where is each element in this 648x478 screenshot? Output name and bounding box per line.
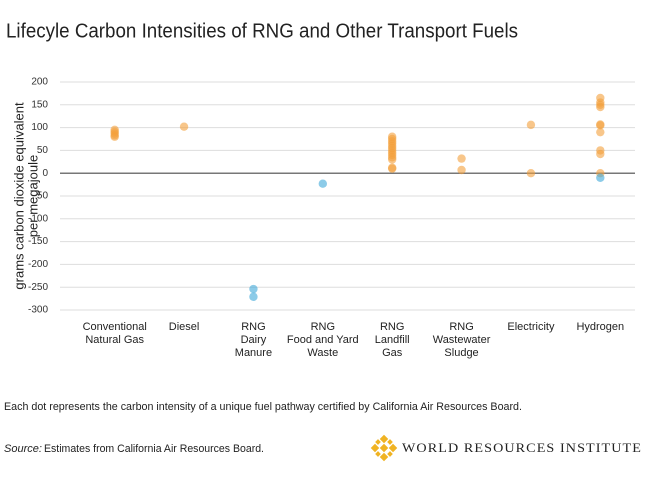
dot [457, 154, 466, 163]
x-tick-label: Electricity [507, 321, 555, 333]
dot [596, 102, 605, 112]
x-tick-label: Dairy [241, 334, 267, 346]
y-tick-label: 50 [37, 145, 49, 156]
dot [596, 149, 605, 159]
x-tick-label: RNG [449, 321, 473, 333]
dot [596, 127, 605, 137]
x-tick-label: RNG [380, 321, 404, 333]
y-tick-label: -300 [28, 305, 48, 316]
y-tick-label: 0 [42, 168, 48, 179]
y-axis-label: per megajoule [25, 155, 40, 237]
x-tick-label: Waste [307, 347, 338, 359]
x-tick-label: Manure [235, 347, 272, 359]
chart-title: Lifecyle Carbon Intensities of RNG and O… [6, 20, 518, 42]
dot [596, 173, 605, 182]
dot [457, 165, 466, 175]
y-tick-label: -100 [28, 213, 48, 224]
x-tick-label: Landfill [375, 334, 410, 346]
x-tick-label: RNG [241, 321, 265, 333]
dot [249, 292, 258, 301]
logo-icon [370, 434, 398, 462]
y-axis-label: grams carbon dioxide equivalent [11, 102, 26, 290]
x-tick-label: Wastewater [433, 334, 491, 346]
dot [387, 163, 397, 172]
source-label: Source: [4, 443, 42, 455]
dot [596, 121, 605, 130]
x-tick-label: Sludge [444, 347, 478, 359]
dot [526, 120, 536, 130]
y-tick-label: 200 [31, 77, 48, 88]
x-tick-label: Natural Gas [85, 334, 144, 346]
y-tick-label: -150 [28, 236, 48, 247]
x-tick-label: Hydrogen [576, 321, 624, 333]
dot [318, 179, 328, 188]
y-tick-label: 100 [31, 122, 48, 133]
x-tick-label: Diesel [169, 321, 200, 333]
logo-text: WORLD RESOURCES INSTITUTE [402, 440, 642, 455]
dot [526, 169, 536, 178]
x-tick-label: Food and Yard [287, 334, 359, 346]
x-tick-label: Gas [382, 347, 403, 359]
source: Estimates from California Air Resources … [44, 443, 264, 455]
note: Each dot represents the carbon intensity… [4, 401, 522, 413]
x-tick-label: RNG [311, 321, 335, 333]
y-tick-label: 150 [31, 99, 48, 110]
x-tick-label: Conventional [83, 321, 147, 333]
y-tick-label: -50 [34, 191, 49, 202]
dot [387, 132, 397, 141]
y-tick-label: -200 [28, 259, 48, 270]
y-tick-label: -250 [28, 282, 48, 293]
dot [179, 122, 189, 131]
dot [110, 125, 119, 135]
dot [249, 284, 258, 294]
